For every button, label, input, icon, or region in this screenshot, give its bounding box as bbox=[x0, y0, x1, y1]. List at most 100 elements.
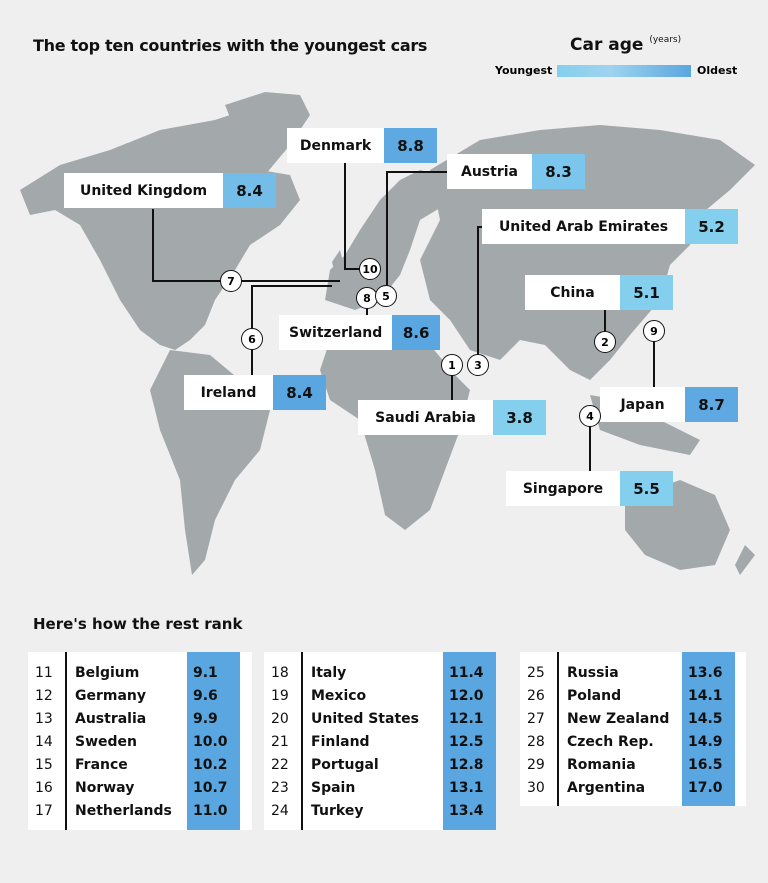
rank-marker-10: 10 bbox=[359, 258, 381, 280]
rank-marker-2: 2 bbox=[594, 331, 616, 353]
country-name: France bbox=[75, 756, 128, 773]
label-switzerland: Switzerland 8.6 bbox=[279, 315, 440, 350]
country-name: Austria bbox=[461, 163, 518, 180]
rank-marker-3: 3 bbox=[467, 354, 489, 376]
rank: 29 bbox=[527, 756, 545, 773]
rank: 14 bbox=[35, 733, 53, 750]
age-value: 16.5 bbox=[688, 756, 723, 773]
leader-line-uae bbox=[477, 226, 482, 365]
age-value: 8.6 bbox=[392, 315, 440, 350]
rank: 23 bbox=[271, 779, 289, 796]
value-column bbox=[187, 652, 240, 830]
legend-high-label: Oldest bbox=[697, 64, 738, 77]
legend-unit: (years) bbox=[649, 35, 682, 45]
age-value: 14.9 bbox=[688, 733, 723, 750]
table-row: 25 Russia 13.6 bbox=[520, 661, 746, 684]
rank: 28 bbox=[527, 733, 545, 750]
label-china: China 5.1 bbox=[525, 275, 673, 310]
rank: 11 bbox=[35, 664, 53, 681]
legend-low-label: Youngest bbox=[495, 64, 553, 77]
age-value: 10.7 bbox=[193, 779, 228, 796]
country-name: Argentina bbox=[567, 779, 646, 796]
country-name: Germany bbox=[75, 687, 147, 704]
table-row: 22 Portugal 12.8 bbox=[264, 753, 496, 776]
age-value: 5.1 bbox=[620, 275, 673, 310]
rank: 18 bbox=[271, 664, 289, 681]
age-value: 12.1 bbox=[449, 710, 484, 727]
country-name: United Kingdom bbox=[79, 182, 208, 199]
country-name: Turkey bbox=[311, 802, 364, 819]
country-name: Australia bbox=[75, 710, 147, 727]
age-value: 8.3 bbox=[532, 154, 585, 189]
new-zealand bbox=[735, 545, 755, 575]
country-name: New Zealand bbox=[567, 710, 670, 727]
age-value: 13.4 bbox=[449, 802, 484, 819]
age-value: 11.4 bbox=[449, 664, 484, 681]
rank: 24 bbox=[271, 802, 289, 819]
value-column bbox=[682, 652, 735, 806]
rank: 27 bbox=[527, 710, 545, 727]
rank: 19 bbox=[271, 687, 289, 704]
country-name: Spain bbox=[311, 779, 356, 796]
age-value: 8.8 bbox=[384, 128, 437, 163]
value-column bbox=[443, 652, 496, 830]
leader-line-uk bbox=[152, 209, 340, 282]
country-name: Singapore bbox=[522, 480, 604, 497]
rank: 13 bbox=[35, 710, 53, 727]
rank-marker-4: 4 bbox=[579, 405, 601, 427]
country-name: Sweden bbox=[75, 733, 137, 750]
table-row: 14 Sweden 10.0 bbox=[28, 730, 252, 753]
table-row: 16 Norway 10.7 bbox=[28, 776, 252, 799]
column-divider bbox=[301, 652, 303, 830]
age-value: 9.1 bbox=[193, 664, 218, 681]
age-value: 10.0 bbox=[193, 733, 228, 750]
label-austria: Austria 8.3 bbox=[447, 154, 585, 189]
country-name: Mexico bbox=[311, 687, 367, 704]
country-name: Poland bbox=[567, 687, 622, 704]
age-value: 5.5 bbox=[620, 471, 673, 506]
label-united-kingdom: United Kingdom 8.4 bbox=[64, 173, 276, 208]
legend-title: Car age (years) bbox=[570, 35, 681, 55]
leader-line-austria bbox=[386, 171, 447, 296]
table-row: 11 Belgium 9.1 bbox=[28, 661, 252, 684]
legend-gradient bbox=[557, 65, 691, 77]
table-row: 29 Romania 16.5 bbox=[520, 753, 746, 776]
age-value: 12.8 bbox=[449, 756, 484, 773]
rank: 20 bbox=[271, 710, 289, 727]
rank: 12 bbox=[35, 687, 53, 704]
age-value: 9.6 bbox=[193, 687, 218, 704]
table-row: 20 United States 12.1 bbox=[264, 707, 496, 730]
country-name: Ireland bbox=[200, 384, 257, 401]
rank: 16 bbox=[35, 779, 53, 796]
age-value: 17.0 bbox=[688, 779, 723, 796]
north-america bbox=[20, 105, 300, 350]
table-row: 24 Turkey 13.4 bbox=[264, 799, 496, 822]
table-row: 15 France 10.2 bbox=[28, 753, 252, 776]
table-row: 12 Germany 9.6 bbox=[28, 684, 252, 707]
country-name: Finland bbox=[311, 733, 370, 750]
country-name: Netherlands bbox=[75, 802, 172, 819]
label-saudi-arabia: Saudi Arabia 3.8 bbox=[358, 400, 546, 435]
table-row: 17 Netherlands 11.0 bbox=[28, 799, 252, 822]
rank: 30 bbox=[527, 779, 545, 796]
rank-marker-9: 9 bbox=[643, 320, 665, 342]
rank: 15 bbox=[35, 756, 53, 773]
table-row: 28 Czech Rep. 14.9 bbox=[520, 730, 746, 753]
country-name: Saudi Arabia bbox=[375, 409, 476, 426]
age-value: 11.0 bbox=[193, 802, 228, 819]
greenland bbox=[225, 92, 310, 175]
ranking-table-2: 18 Italy 11.4 19 Mexico 12.0 20 United Sta… bbox=[264, 652, 496, 830]
table-row: 13 Australia 9.9 bbox=[28, 707, 252, 730]
country-name: Italy bbox=[311, 664, 347, 681]
country-name: United Arab Emirates bbox=[498, 218, 669, 235]
rank-marker-1: 1 bbox=[441, 354, 463, 376]
table-row: 26 Poland 14.1 bbox=[520, 684, 746, 707]
uk bbox=[332, 250, 345, 282]
age-value: 5.2 bbox=[685, 209, 738, 244]
rest-title: Here's how the rest rank bbox=[33, 615, 243, 633]
country-name: Czech Rep. bbox=[567, 733, 654, 750]
label-singapore: Singapore 5.5 bbox=[506, 471, 673, 506]
country-name: Russia bbox=[567, 664, 619, 681]
rank: 17 bbox=[35, 802, 53, 819]
age-value: 14.1 bbox=[688, 687, 723, 704]
